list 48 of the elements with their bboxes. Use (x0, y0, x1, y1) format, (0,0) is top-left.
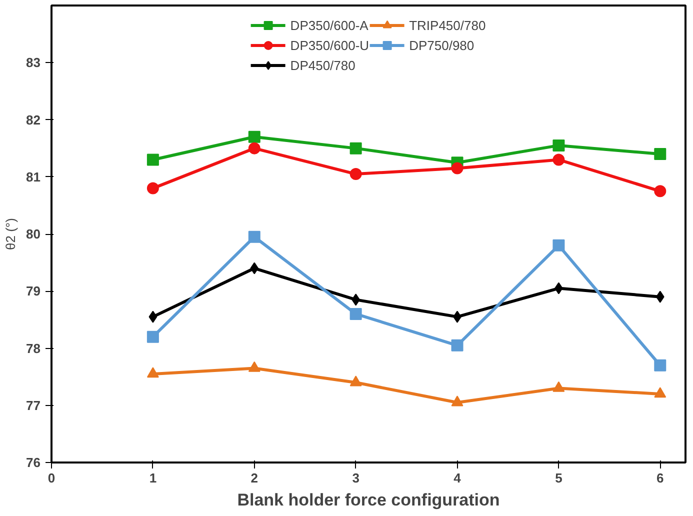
point (654, 387, 666, 398)
point (350, 168, 362, 180)
y-tick-label: 82 (26, 112, 41, 128)
point (146, 182, 159, 194)
point (552, 239, 565, 252)
y-tick-label: 80 (26, 226, 41, 242)
point (148, 310, 158, 323)
x-tick-label: 6 (656, 470, 664, 486)
point (350, 142, 362, 154)
legend-label: DP350/600-A (290, 18, 368, 32)
point (248, 142, 260, 154)
legend-label: TRIP450/780 (409, 18, 486, 32)
legend-label: DP750/980 (409, 38, 474, 52)
point (248, 230, 260, 243)
x-tick-label: 4 (454, 470, 462, 486)
point (350, 376, 362, 386)
point (350, 308, 362, 320)
y-tick-label: 77 (26, 398, 41, 413)
x-tick-label: 5 (555, 470, 562, 486)
point (654, 359, 666, 372)
point (146, 367, 159, 378)
point (451, 339, 464, 352)
x-axis-title: Blank holder force configuration (237, 490, 500, 510)
x-tick-label: 3 (352, 470, 360, 486)
point (552, 381, 565, 392)
legend-label: DP450/780 (290, 58, 356, 72)
point (248, 361, 260, 372)
x-tick-label: 0 (48, 470, 56, 486)
y-tick-label: 78 (26, 340, 41, 356)
point (146, 330, 159, 343)
y-tick-label: 83 (26, 55, 41, 70)
point (552, 154, 565, 166)
legend-label: DP350/600-U (290, 38, 370, 52)
point (248, 130, 260, 143)
point (552, 139, 565, 152)
point (451, 396, 464, 406)
point (451, 162, 464, 174)
point (654, 185, 666, 198)
point (656, 290, 664, 303)
y-tick-label: 79 (26, 284, 41, 299)
point (146, 154, 159, 166)
y-tick-label: 81 (26, 169, 41, 184)
y-axis-title: θ2 (°) (3, 218, 18, 250)
point (250, 262, 259, 274)
x-tick-label: 2 (250, 470, 258, 486)
point (654, 148, 666, 160)
x-tick-label: 1 (149, 470, 157, 486)
y-tick-label: 76 (26, 455, 41, 470)
